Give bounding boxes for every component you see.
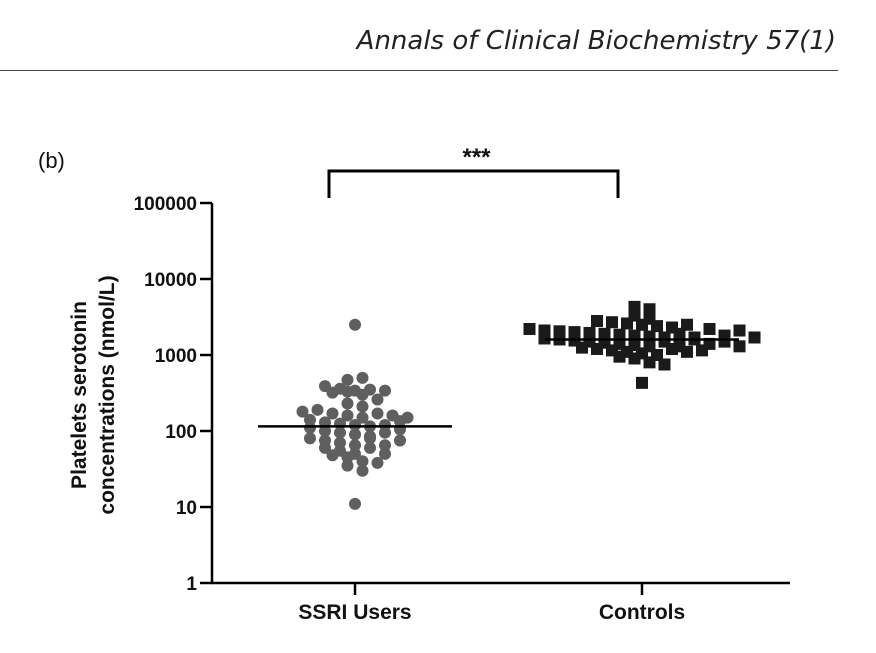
y-tick-label: 1: [186, 574, 197, 595]
data-point-ssri: [379, 439, 391, 452]
data-point-controls: [523, 322, 536, 335]
data-point-ssri: [326, 386, 339, 399]
data-point-controls: [673, 327, 686, 340]
data-point-ssri: [304, 421, 316, 434]
data-point-controls: [718, 335, 731, 348]
data-point-ssri: [341, 409, 354, 422]
data-point-ssri: [371, 407, 384, 420]
data-point-ssri: [319, 441, 331, 454]
data-point-controls: [591, 342, 603, 355]
data-point-controls: [636, 318, 648, 331]
data-point-controls: [621, 317, 633, 330]
data-point-controls: [576, 341, 588, 354]
data-point-ssri: [341, 385, 354, 398]
data-point-ssri: [356, 411, 369, 424]
data-point-controls: [643, 303, 656, 316]
data-point-ssri: [364, 432, 376, 445]
data-point-controls: [613, 328, 626, 341]
data-point-controls: [613, 350, 626, 363]
data-point-controls: [658, 358, 671, 371]
data-point-ssri: [319, 425, 331, 437]
data-point-ssri: [349, 439, 361, 452]
data-point-ssri: [326, 407, 339, 420]
y-tick-label: 100: [165, 422, 197, 443]
x-tick-label: Controls: [599, 601, 685, 624]
data-point-controls: [696, 344, 708, 357]
data-point-ssri: [341, 373, 354, 386]
significance-label: ***: [462, 144, 491, 171]
data-point-ssri: [356, 400, 369, 413]
data-point-ssri: [334, 426, 346, 439]
significance-bracket: [327, 169, 620, 198]
data-point-controls: [628, 352, 641, 365]
data-point-controls: [651, 320, 663, 333]
y-tick-label: 10: [176, 498, 197, 519]
y-axis-label: Platelets serotonin concentrations (nmol/…: [68, 275, 119, 514]
data-point-ssri: [356, 455, 369, 468]
y-tick-label: 1000: [155, 346, 197, 367]
data-point-ssri: [379, 447, 391, 460]
data-point-controls: [538, 332, 551, 345]
data-point-controls: [591, 315, 603, 328]
data-point-ssri: [349, 497, 361, 510]
x-tick-label: SSRI Users: [298, 601, 411, 624]
data-point-ssri: [349, 418, 361, 431]
data-point-ssri: [394, 415, 406, 428]
data-point-ssri: [356, 371, 369, 384]
data-point-controls: [733, 340, 746, 353]
data-points: [258, 300, 761, 510]
panel-label: (b): [38, 148, 65, 173]
data-point-ssri: [311, 403, 324, 416]
data-point-ssri: [379, 384, 391, 397]
data-point-controls: [636, 376, 648, 389]
data-point-ssri: [356, 388, 369, 401]
data-point-ssri: [379, 426, 391, 439]
data-point-ssri: [304, 432, 316, 445]
data-point-controls: [748, 331, 761, 344]
data-point-controls: [681, 318, 693, 331]
data-point-ssri: [371, 456, 384, 469]
data-point-ssri: [349, 318, 361, 331]
data-point-controls: [733, 324, 746, 337]
data-point-controls: [703, 322, 716, 335]
data-point-ssri: [371, 393, 384, 406]
data-point-ssri: [364, 441, 376, 454]
data-point-ssri: [394, 434, 406, 447]
data-point-ssri: [296, 405, 309, 418]
data-point-ssri: [341, 451, 354, 464]
header-rule: [0, 70, 838, 71]
data-point-controls: [666, 342, 678, 355]
data-point-ssri: [341, 397, 354, 410]
axes: 1 10 100 1000 10000 100000 SSRI Users Controls *…: [134, 144, 790, 624]
y-tick-label: 10000: [144, 270, 197, 291]
data-point-controls: [606, 316, 618, 329]
data-point-ssri: [326, 449, 339, 462]
journal-header: Annals of Clinical Biochemistry 57(1): [356, 26, 836, 56]
y-tick-label: 100000: [134, 194, 197, 215]
data-point-controls: [643, 356, 656, 369]
data-point-ssri: [356, 464, 369, 477]
data-point-controls: [681, 345, 693, 358]
data-point-ssri: [341, 459, 354, 472]
data-point-ssri: [349, 428, 361, 441]
